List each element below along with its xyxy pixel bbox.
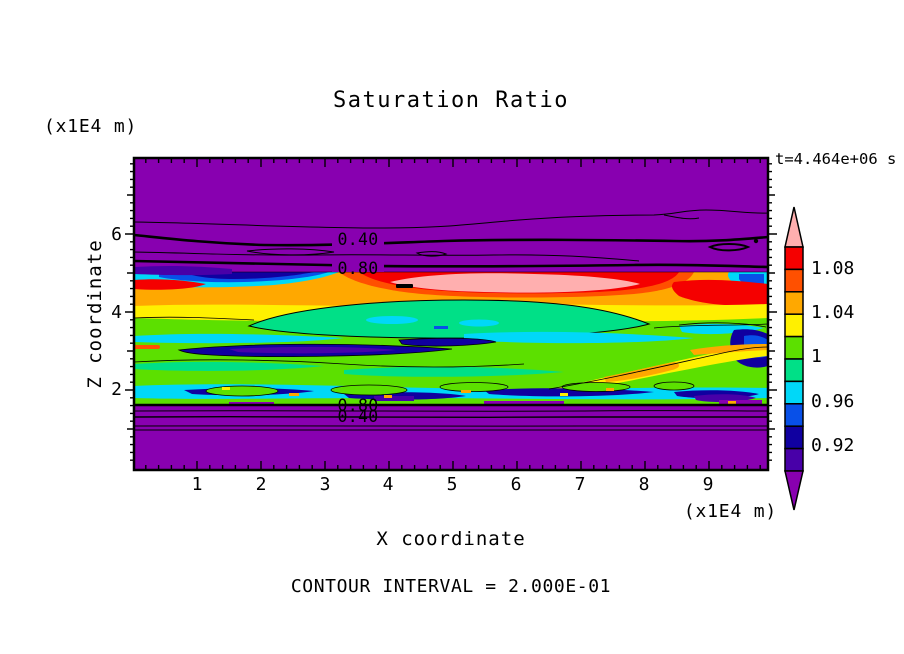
x-tick-label: 2 [255,474,267,495]
timestamp-label: t=4.464e+06 s [775,150,897,168]
contour-value-labels: 0.40 0.80 0.80 0.40 [332,230,384,426]
x-tick-label: 5 [446,474,458,495]
y-axis-title: Z coordinate [84,239,106,389]
axis-tick-marks [125,158,777,470]
plot-border [132,156,770,472]
x-tick-label: 3 [319,474,331,495]
colorbar-top-arrow [784,206,804,248]
colorbar-cell [784,268,804,293]
y-tick-label: 4 [111,302,122,323]
x-tick-label: 9 [702,474,714,495]
y-tick-label: 2 [111,379,122,400]
contour-interval-note: CONTOUR INTERVAL = 2.000E-01 [290,576,612,597]
x-tick-label: 4 [382,474,394,495]
colorbar-tick-label: 0.96 [811,391,855,412]
x-axis-title: X coordinate [376,528,526,550]
x-tick-label: 6 [510,474,522,495]
x-axis-unit-label: (x1E4 m) [683,501,777,522]
colorbar-cell [784,358,804,383]
colorbar-tick-label: 1 [811,346,822,367]
x-tick-label: 8 [638,474,650,495]
colorbar-cell [784,447,804,472]
colorbar-bottom-arrow [784,470,804,511]
x-tick-label: 7 [574,474,586,495]
y-tick-label: 6 [111,224,122,245]
in-band-thin-contours [134,316,768,390]
contour-plot-canvas: 0.40 0.80 0.80 0.40 [125,156,777,472]
colorbar-cell [784,246,804,271]
chart-title: Saturation Ratio [333,88,569,113]
colorbar-cell [784,313,804,338]
saturation-max-dash [396,284,413,288]
colorbar [783,205,823,515]
contour-label-040-lower: 0.40 [338,407,379,426]
colorbar-tick-label: 0.92 [811,435,855,456]
upper-contour-lines [133,209,769,269]
contour-label-040-upper: 0.40 [338,230,379,249]
contour-label-080-lower: 0.80 [338,396,379,415]
indigo-sliver [134,265,232,276]
y-axis-unit-label: (x1E4 m) [44,116,138,137]
colorbar-cell [784,403,804,427]
colorbar-cell [784,425,804,450]
colorbar-cells [784,246,804,472]
colorbar-cell [784,380,804,405]
saturation-band-field [134,272,768,405]
colorbar-cell [784,335,804,360]
colorbar-cell [784,291,804,315]
x-tick-label: 1 [191,474,203,495]
contour-label-080-upper: 0.80 [338,259,379,278]
colorbar-tick-label: 1.04 [811,302,855,323]
contour-plot: 0.40 0.80 0.80 0.40 [125,156,777,472]
colorbar-tick-label: 1.08 [811,258,855,279]
colorbar-canvas [784,206,804,511]
lower-contour-lines [133,410,769,431]
